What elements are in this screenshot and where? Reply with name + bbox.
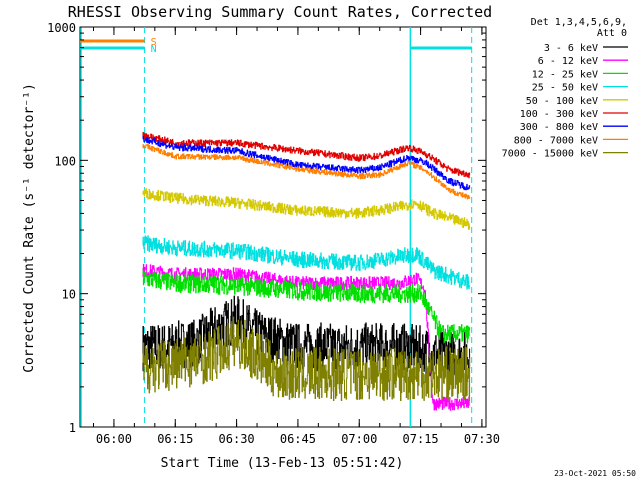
y-axis-label-text: Corrected Count Rate (s⁻¹ detector⁻¹) bbox=[22, 83, 37, 373]
series-line-800-7000keV bbox=[142, 143, 471, 200]
series-line-50-100keV bbox=[142, 188, 471, 230]
series-line-12-25keV bbox=[142, 270, 471, 344]
y-tick-label-3: 1000 bbox=[47, 21, 76, 35]
x-tick-label-5: 07:15 bbox=[403, 432, 439, 446]
series-line-25-50keV bbox=[142, 235, 471, 290]
axis-layer: 06:00 06:15 06:30 06:45 07:00 07:15 07:30 1 10 10… bbox=[47, 21, 500, 446]
legend-label-7: 800 - 7000 keV bbox=[514, 135, 598, 146]
x-tick-label-6: 07:30 bbox=[464, 432, 500, 446]
x-axis-label: Start Time (13-Feb-13 05:51:42) bbox=[161, 456, 404, 471]
legend-label-0: 3 - 6 keV bbox=[544, 43, 598, 54]
series-layer bbox=[142, 131, 471, 411]
series-line-300-800keV bbox=[142, 136, 471, 191]
chart-title: RHESSI Observing Summary Count Rates, Co… bbox=[68, 3, 492, 21]
series-line-6-12keV bbox=[142, 263, 470, 411]
x-tick-label-4: 07:00 bbox=[341, 432, 377, 446]
series-line-3-6keV bbox=[142, 295, 471, 379]
legend-label-1: 6 - 12 keV bbox=[538, 56, 598, 67]
flag-label-N: N bbox=[151, 44, 157, 55]
plot-frame bbox=[79, 26, 487, 428]
legend: Det 1,3,4,5,6,9,Att 0 3 - 6 keV 6 - 12 keV… bbox=[502, 17, 628, 160]
legend-label-3: 25 - 50 keV bbox=[532, 83, 598, 94]
x-tick-label-1: 06:15 bbox=[157, 432, 193, 446]
timestamp: 23-Oct-2021 05:50 bbox=[554, 469, 636, 478]
y-tick-label-0: 1 bbox=[69, 421, 76, 435]
legend-label-8: 7000 - 15000 keV bbox=[502, 149, 598, 160]
y-axis-label: Corrected Count Rate (s⁻¹ detector⁻¹) bbox=[22, 83, 37, 373]
x-tick-label-3: 06:45 bbox=[280, 432, 316, 446]
x-tick-label-0: 06:00 bbox=[96, 432, 132, 446]
legend-label-4: 50 - 100 keV bbox=[526, 96, 598, 107]
legend-header-line-2: Att 0 bbox=[597, 28, 627, 39]
legend-label-6: 300 - 800 keV bbox=[520, 122, 598, 133]
flag-label-S: S bbox=[151, 37, 157, 48]
legend-header-line-1: Det 1,3,4,5,6,9, bbox=[531, 17, 627, 28]
legend-label-2: 12 - 25 keV bbox=[532, 69, 598, 80]
y-tick-label-1: 10 bbox=[62, 288, 76, 302]
series-line-7000-15000keV bbox=[142, 316, 471, 401]
y-tick-label-2: 100 bbox=[54, 154, 76, 168]
legend-label-5: 100 - 300 keV bbox=[520, 109, 598, 120]
x-tick-label-2: 06:30 bbox=[219, 432, 255, 446]
